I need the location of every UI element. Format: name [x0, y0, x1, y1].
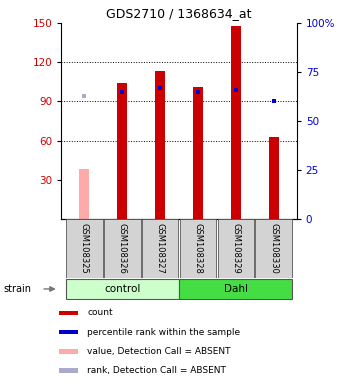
Bar [59, 311, 78, 315]
Bar [65, 279, 179, 299]
Text: GSM108325: GSM108325 [80, 223, 89, 274]
Text: control: control [104, 284, 140, 294]
Bar [59, 368, 78, 373]
Text: GSM108329: GSM108329 [232, 223, 240, 274]
Bar [117, 83, 127, 219]
Text: rank, Detection Call = ABSENT: rank, Detection Call = ABSENT [87, 366, 226, 375]
Bar [218, 219, 254, 278]
Bar [255, 219, 292, 278]
Text: value, Detection Call = ABSENT: value, Detection Call = ABSENT [87, 347, 231, 356]
Text: percentile rank within the sample: percentile rank within the sample [87, 328, 240, 337]
Bar [231, 26, 241, 219]
Text: count: count [87, 308, 113, 318]
Bar [59, 330, 78, 334]
Text: GSM108328: GSM108328 [193, 223, 203, 274]
Text: strain: strain [3, 284, 31, 294]
Bar [193, 87, 203, 219]
Bar [179, 279, 293, 299]
Bar [180, 219, 217, 278]
Text: GSM108327: GSM108327 [155, 223, 165, 274]
Bar [66, 219, 103, 278]
Bar [142, 219, 178, 278]
Text: Dahl: Dahl [224, 284, 248, 294]
Bar [269, 137, 279, 219]
Bar [59, 349, 78, 354]
Bar [79, 169, 89, 219]
Text: GSM108326: GSM108326 [118, 223, 127, 274]
Title: GDS2710 / 1368634_at: GDS2710 / 1368634_at [106, 7, 252, 20]
Text: GSM108330: GSM108330 [269, 223, 278, 274]
Bar [104, 219, 140, 278]
Bar [155, 71, 165, 219]
